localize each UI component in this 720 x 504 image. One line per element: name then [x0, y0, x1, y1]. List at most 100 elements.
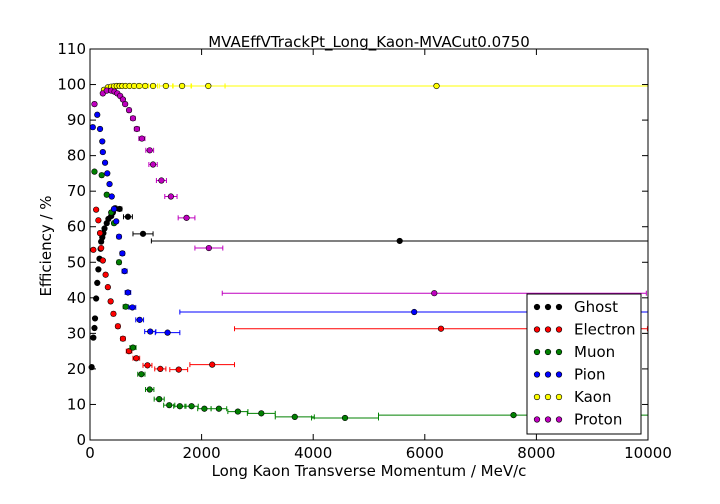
legend-marker: [555, 371, 563, 378]
data-point: [139, 230, 147, 237]
data-point: [90, 334, 97, 341]
data-point: [119, 335, 127, 342]
legend-box: [526, 293, 642, 435]
legend-marker: [555, 416, 563, 423]
data-point: [101, 159, 109, 166]
y-tick-label: 100: [57, 76, 86, 94]
y-tick-label: 90: [67, 111, 86, 129]
data-point: [201, 405, 208, 412]
data-point: [124, 289, 132, 296]
data-point: [95, 266, 102, 273]
legend-label: Proton: [574, 411, 622, 429]
data-point: [258, 410, 265, 417]
data-point: [215, 405, 222, 412]
y-tick-label: 50: [67, 253, 86, 271]
data-point: [99, 148, 106, 156]
data-point: [183, 214, 190, 221]
data-point: [101, 225, 108, 232]
data-point: [176, 403, 183, 410]
y-tick-label: 40: [67, 289, 86, 307]
data-point: [149, 82, 157, 90]
data-point: [133, 125, 140, 133]
data-point: [108, 193, 115, 200]
data-point: [95, 217, 102, 224]
data-point: [122, 100, 129, 108]
data-point: [125, 107, 133, 114]
data-point: [147, 328, 154, 335]
series-ghost: [88, 205, 649, 371]
data-point: [98, 172, 105, 179]
data-point: [138, 371, 145, 378]
data-point: [125, 348, 133, 355]
data-point: [162, 82, 169, 90]
y-tick-label: 110: [57, 40, 86, 58]
data-point: [146, 386, 153, 393]
legend-marker: [555, 393, 563, 401]
legend-entry-muon: Muon: [533, 343, 615, 361]
data-point: [164, 329, 171, 336]
data-point: [129, 344, 137, 351]
x-tick-label: 10000: [624, 444, 672, 462]
data-point: [144, 362, 151, 369]
legend-marker: [544, 371, 552, 378]
data-point: [116, 205, 123, 213]
data-point: [166, 402, 173, 409]
legend-marker: [544, 393, 552, 401]
data-point: [157, 365, 164, 373]
y-tick-label: 30: [67, 324, 86, 342]
data-point: [96, 230, 104, 237]
legend-marker: [533, 326, 541, 333]
data-point: [205, 244, 212, 252]
legend-marker: [533, 416, 541, 423]
data-point: [437, 325, 445, 332]
legend-label: Pion: [574, 366, 606, 384]
data-point: [115, 233, 123, 240]
data-point: [205, 82, 212, 90]
legend-label: Electron: [574, 321, 636, 339]
data-point: [107, 298, 114, 305]
legend-entry-ghost: Ghost: [533, 298, 618, 316]
data-point: [99, 138, 106, 145]
data-point: [433, 82, 440, 90]
x-tick-label: 8000: [517, 444, 555, 462]
data-point: [115, 259, 123, 266]
data-point: [431, 290, 438, 297]
data-point: [91, 100, 98, 108]
data-point: [94, 279, 101, 286]
y-tick-label: 10: [67, 395, 86, 413]
y-tick-label: 20: [67, 360, 86, 378]
data-point: [91, 168, 98, 175]
legend-marker: [544, 326, 552, 333]
data-point: [104, 170, 111, 177]
data-point: [119, 250, 126, 257]
legend-marker: [555, 348, 563, 356]
x-tick-label: 0: [85, 444, 95, 462]
legend-marker: [533, 348, 541, 356]
legend-marker: [544, 348, 552, 356]
data-point: [99, 257, 106, 264]
data-point: [121, 268, 128, 275]
data-point: [104, 284, 111, 291]
legend: Ghost Electron Muon Pion Kaon Proton: [526, 293, 642, 435]
data-point: [133, 355, 140, 362]
data-point: [124, 213, 132, 220]
data-point: [341, 414, 349, 422]
data-point: [146, 147, 153, 154]
x-tick-label: 4000: [294, 444, 332, 462]
data-point: [113, 218, 120, 225]
legend-marker: [533, 371, 541, 378]
data-point: [90, 246, 97, 253]
data-point: [96, 125, 104, 133]
x-axis-label: Long Kaon Transverse Momentum / MeV/c: [212, 462, 527, 480]
chart-title: MVAEffVTrackPt_Long_Kaon-MVACut0.0750: [208, 33, 530, 52]
data-point: [396, 237, 403, 245]
data-point: [114, 323, 121, 330]
legend-marker: [555, 303, 563, 311]
data-point: [136, 316, 143, 323]
legend-entry-kaon: Kaon: [533, 388, 611, 406]
data-point: [136, 82, 143, 90]
data-point: [149, 161, 157, 168]
data-point: [110, 205, 118, 213]
y-tick-label: 0: [76, 431, 86, 449]
